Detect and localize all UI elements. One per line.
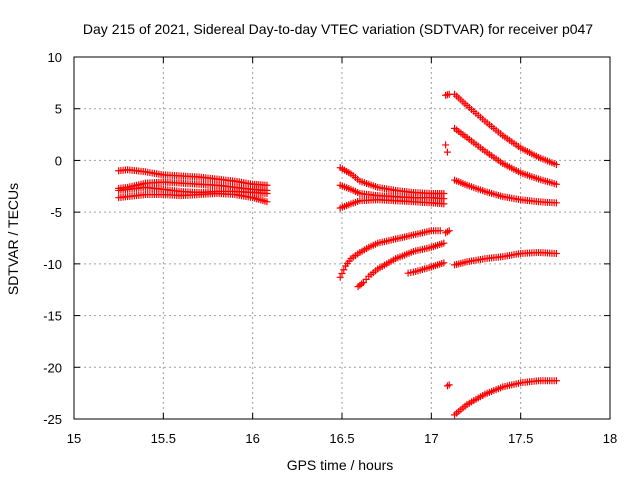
chart-title: Day 215 of 2021, Sidereal Day-to-day VTE… [83, 21, 593, 37]
data-point [552, 377, 560, 385]
data-points [115, 90, 560, 419]
y-tick-label: -20 [43, 360, 62, 375]
data-point [263, 198, 271, 206]
y-tick-label: 10 [48, 50, 62, 65]
y-tick-label: -25 [43, 412, 62, 427]
y-axis-label: SDTVAR / TECUs [5, 183, 21, 295]
data-point [440, 259, 448, 267]
data-point [340, 266, 348, 274]
x-tick-label: 16.5 [329, 431, 354, 446]
x-tick-label: 15.5 [151, 431, 176, 446]
data-point [445, 227, 453, 235]
y-tick-label: 0 [55, 153, 62, 168]
x-tick-label: 17 [424, 431, 438, 446]
y-tick-label: -15 [43, 309, 62, 324]
y-tick-label: 5 [55, 102, 62, 117]
data-point [338, 270, 346, 278]
data-point [442, 141, 450, 149]
data-point [445, 381, 453, 389]
x-tick-label: 16 [245, 431, 259, 446]
x-tick-label: 15 [67, 431, 81, 446]
x-axis-ticks: 15 15.5 16 16.5 17 17.5 18 [67, 57, 617, 446]
data-point [436, 227, 444, 235]
data-point [263, 190, 271, 198]
y-tick-label: -5 [50, 205, 62, 220]
data-point [443, 148, 451, 156]
x-axis-label: GPS time / hours [287, 457, 394, 473]
data-point [440, 239, 448, 247]
data-point [552, 180, 560, 188]
data-point [552, 161, 560, 169]
data-point [440, 200, 448, 208]
data-point [552, 250, 560, 258]
x-tick-label: 18 [603, 431, 617, 446]
data-point [336, 273, 344, 281]
y-tick-label: -10 [43, 257, 62, 272]
y-axis-ticks: 10 5 0 -5 -10 -15 -20 -25 [43, 50, 610, 427]
x-tick-label: 17.5 [508, 431, 533, 446]
grid-lines [74, 57, 610, 419]
data-point [552, 199, 560, 207]
